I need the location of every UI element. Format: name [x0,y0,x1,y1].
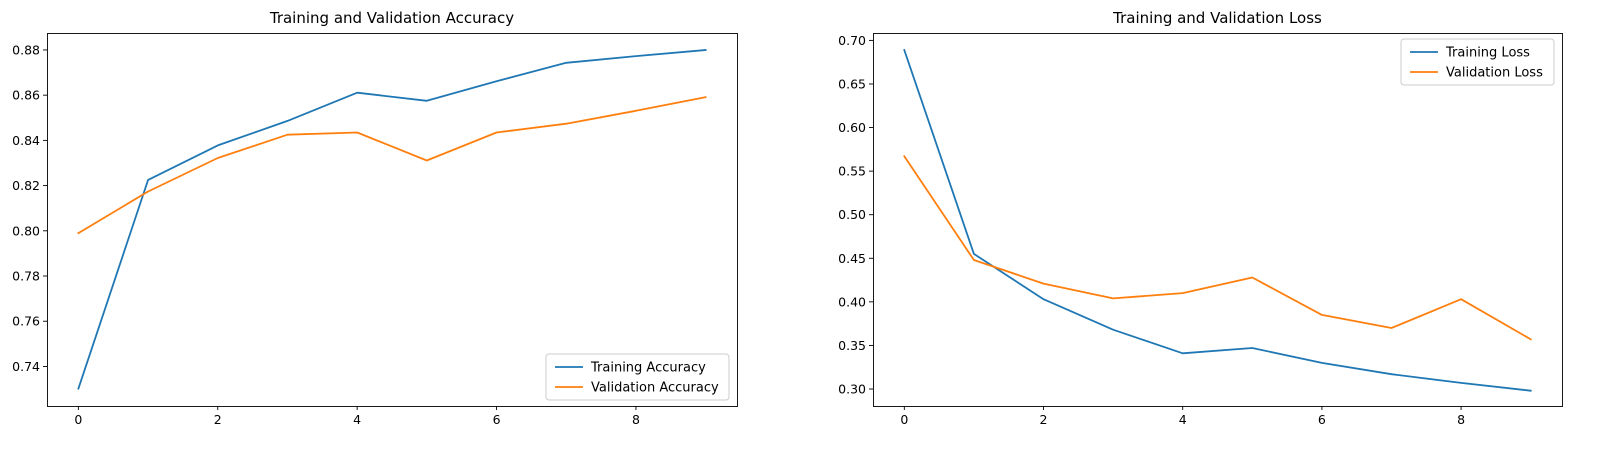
x-tick-label: 6 [1318,412,1326,427]
data-point [973,259,975,261]
data-point [1182,292,1184,294]
data-point [217,157,219,159]
y-tick-label: 0.84 [12,133,40,148]
x-tick-label: 2 [1040,412,1048,427]
data-point [903,49,905,51]
series-validation [903,155,1532,341]
data-point [1529,338,1531,340]
data-point [1321,362,1323,364]
y-tick-label: 0.80 [12,223,40,238]
y-tick-label: 0.30 [838,382,866,397]
data-point [1182,352,1184,354]
data-point [565,122,567,124]
x-tick-label: 4 [1179,412,1187,427]
y-tick-label: 0.40 [838,294,866,309]
legend-box [1400,38,1555,86]
data-point [495,131,497,133]
data-point [635,55,637,57]
x-tick-label: 0 [900,412,908,427]
y-tick-label: 0.70 [838,33,866,48]
data-point [1460,382,1462,384]
data-point [77,387,79,389]
data-point [147,179,149,181]
data-point [1042,298,1044,300]
legend-label: Training Accuracy [590,361,706,376]
data-point [356,131,358,133]
data-point [1529,390,1531,392]
y-tick-label: 0.55 [838,164,866,179]
data-point [1460,298,1462,300]
data-point [495,80,497,82]
data-point [1390,327,1392,329]
data-point [704,96,706,98]
x-tick-label: 6 [493,412,501,427]
legend: Training Loss Validation Loss [1400,38,1555,86]
y-tick-label: 0.45 [838,251,866,266]
x-tick-label: 8 [632,412,640,427]
legend: Training Accuracy Validation Accuracy [545,353,730,401]
data-point [217,144,219,146]
chart-title: Training and Validation Loss [1112,9,1322,27]
legend-label: Training Loss [1445,46,1530,61]
data-point [1390,373,1392,375]
series-training [77,49,707,390]
y-tick-label: 0.50 [838,207,866,222]
data-point [356,91,358,93]
legend-label: Validation Loss [1446,66,1543,81]
data-point [1112,329,1114,331]
data-point [1042,282,1044,284]
data-point [77,232,79,234]
series-line [77,49,707,390]
data-point [1112,297,1114,299]
data-point [1321,314,1323,316]
data-point [147,190,149,192]
data-point [565,62,567,64]
data-point [426,159,428,161]
series-validation [77,96,707,235]
series-line [903,48,1532,392]
y-tick-label: 0.65 [838,76,866,91]
y-tick-label: 0.78 [12,269,40,284]
chart-1: Training and Validation Accuracy 0 2 4 6 8 0.7… [12,9,738,427]
y-tick-label: 0.88 [12,42,40,57]
y-tick-label: 0.86 [12,88,40,103]
data-point [286,134,288,136]
plot-frame [873,33,1563,407]
data-point [426,100,428,102]
y-tick-label: 0.35 [838,338,866,353]
data-point [1251,347,1253,349]
x-tick-label: 8 [1457,412,1465,427]
x-tick-label: 4 [353,412,361,427]
y-tick-label: 0.74 [12,359,40,374]
plot-frame [47,33,738,407]
data-point [704,49,706,51]
data-point [286,120,288,122]
data-point [635,110,637,112]
data-point [973,253,975,255]
legend-label: Validation Accuracy [591,381,719,396]
y-tick-label: 0.60 [838,120,866,135]
series-line [77,96,707,235]
y-tick-label: 0.76 [12,314,40,329]
x-tick-label: 2 [214,412,222,427]
chart-2: Training and Validation Loss 0 2 4 6 8 0.30 0.3… [838,9,1563,427]
series-training [903,48,1532,392]
legend-box [545,353,730,401]
data-point [903,155,905,157]
x-tick-label: 0 [74,412,82,427]
series-line [903,155,1532,341]
y-tick-label: 0.82 [12,178,40,193]
data-point [1251,276,1253,278]
chart-title: Training and Validation Accuracy [269,9,514,27]
